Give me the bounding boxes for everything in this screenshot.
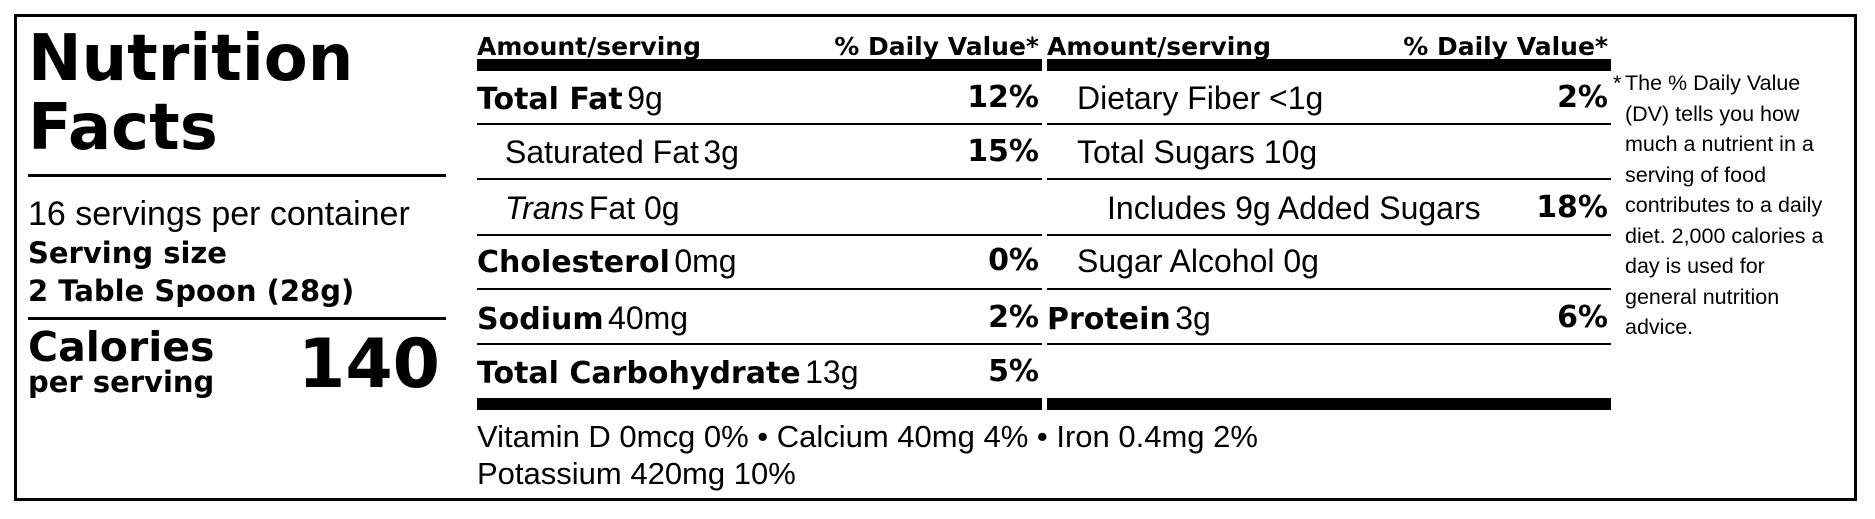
title-divider (28, 174, 446, 177)
nutrient-amount: 3g (1175, 300, 1211, 336)
nutrient-name: Total Fat (477, 82, 623, 117)
dv-sodium: 2% (988, 300, 1039, 335)
row-divider (1047, 123, 1611, 125)
nutrient-row-sodium: Sodium 40mg (477, 300, 688, 337)
nutrient-row-total-carbohydrate: Total Carbohydrate 13g (477, 354, 859, 391)
serving-size-label: Serving size (28, 236, 227, 270)
daily-value-footnote: * The % Daily Value (DV) tells you how m… (1613, 68, 1835, 343)
dv-total-carbohydrate: 5% (988, 354, 1039, 389)
left-amount-header: Amount/serving (477, 32, 701, 61)
nutrient-amount: Fat 0g (588, 190, 680, 226)
vitamins-line-2: Potassium 420mg 10% (477, 456, 796, 491)
nutrient-row-total-sugars: Total Sugars 10g (1077, 134, 1318, 170)
row-divider (1047, 234, 1611, 236)
nutrient-row-trans-fat: Trans Fat 0g (505, 190, 680, 227)
right-header-rule (1047, 59, 1611, 71)
dv-protein: 6% (1557, 300, 1608, 335)
dv-saturated-fat: 15% (967, 134, 1039, 169)
right-amount-header: Amount/serving (1047, 32, 1271, 61)
footnote-asterisk: * (1613, 71, 1622, 95)
nutrient-name: Protein (1047, 302, 1171, 337)
label-title: Nutrition Facts (28, 22, 354, 165)
serving-size-value: 2 Table Spoon (28g) (28, 274, 355, 308)
row-divider (1047, 343, 1611, 345)
row-divider (477, 234, 1042, 236)
vitamins-line-1: Vitamin D 0mcg 0% • Calcium 40mg 4% • Ir… (477, 419, 1258, 454)
servings-per-container: 16 servings per container (28, 195, 410, 233)
nutrient-name: Trans (505, 190, 585, 226)
row-divider (477, 343, 1042, 345)
row-divider (477, 178, 1042, 180)
nutrient-amount: 0mg (674, 243, 737, 279)
nutrient-name: Sodium (477, 302, 604, 337)
right-dv-header: % Daily Value* (1403, 32, 1608, 61)
nutrient-row-saturated-fat: Saturated Fat 3g (505, 134, 739, 171)
nutrient-amount: 3g (703, 134, 739, 170)
row-divider (1047, 178, 1611, 180)
dv-added-sugars: 18% (1536, 190, 1608, 225)
dv-total-fat: 12% (967, 80, 1039, 115)
dv-cholesterol: 0% (988, 243, 1039, 278)
nutrient-row-dietary-fiber: Dietary Fiber <1g (1077, 80, 1324, 116)
nutrient-row-added-sugars: Includes 9g Added Sugars (1107, 190, 1481, 226)
serving-divider (28, 317, 446, 320)
per-serving-label: per serving (28, 365, 215, 399)
nutrient-name: Saturated Fat (505, 134, 699, 170)
nutrient-amount: 9g (627, 80, 663, 116)
nutrition-facts-label: Nutrition Facts 16 servings per containe… (14, 14, 1857, 501)
row-divider (1047, 288, 1611, 290)
nutrient-row-sugar-alcohol: Sugar Alcohol 0g (1077, 243, 1319, 279)
nutrient-row-cholesterol: Cholesterol 0mg (477, 243, 737, 280)
nutrient-name: Cholesterol (477, 245, 670, 280)
right-bottom-rule (1047, 398, 1611, 410)
nutrient-amount: 40mg (608, 300, 689, 336)
calories-value: 140 (298, 325, 440, 404)
left-bottom-rule (477, 398, 1042, 410)
nutrient-row-total-fat: Total Fat 9g (477, 80, 663, 117)
left-header-rule (477, 59, 1042, 71)
row-divider (477, 123, 1042, 125)
nutrient-row-protein: Protein 3g (1047, 300, 1211, 337)
left-dv-header: % Daily Value* (834, 32, 1039, 61)
dv-dietary-fiber: 2% (1557, 80, 1608, 115)
nutrient-amount: 13g (805, 354, 859, 390)
row-divider (477, 288, 1042, 290)
calories-label: Calories (28, 323, 215, 371)
footnote-text: The % Daily Value (DV) tells you how muc… (1625, 71, 1824, 339)
nutrient-name: Total Carbohydrate (477, 356, 801, 391)
